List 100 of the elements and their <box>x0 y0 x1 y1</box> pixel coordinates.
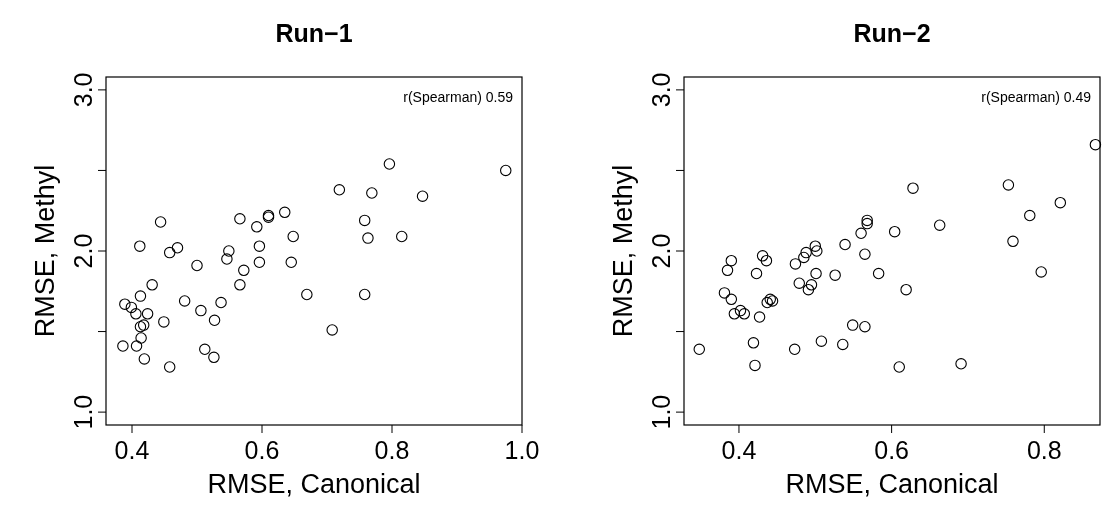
chart-title: Run−1 <box>275 19 353 47</box>
x-tick-label: 0.4 <box>721 436 757 464</box>
point <box>846 319 859 331</box>
point <box>693 343 706 356</box>
x-tick-label: 1.0 <box>504 436 540 464</box>
point <box>1035 266 1047 278</box>
point <box>134 290 147 302</box>
y-tick-label: 2.0 <box>647 233 675 269</box>
point <box>117 340 129 352</box>
point <box>750 267 763 280</box>
point <box>158 316 170 328</box>
point <box>829 269 841 281</box>
point <box>721 264 734 277</box>
y-axis-title: RMSE, Methyl <box>608 164 638 338</box>
point <box>839 238 851 251</box>
x-tick-label: 0.6 <box>244 436 280 464</box>
y-tick-label: 2.0 <box>69 233 97 269</box>
chart-title: Run−2 <box>853 19 931 47</box>
point <box>789 258 802 270</box>
x-tick-label: 0.4 <box>114 436 150 464</box>
point <box>805 279 818 291</box>
x-tick-label: 0.6 <box>874 436 909 464</box>
point <box>815 335 828 347</box>
point <box>907 182 919 194</box>
point <box>253 256 266 269</box>
point <box>125 301 138 314</box>
x-axis-title: RMSE, Canonical <box>785 469 999 499</box>
point <box>163 361 176 373</box>
point <box>756 250 769 262</box>
point <box>171 242 184 254</box>
point <box>141 308 154 320</box>
point <box>788 343 801 356</box>
point <box>251 221 263 233</box>
point <box>195 304 207 317</box>
point <box>837 338 849 351</box>
point <box>734 304 747 317</box>
x-tick-label: 0.8 <box>1026 436 1062 464</box>
point <box>234 279 246 291</box>
point <box>191 259 203 272</box>
point <box>163 246 176 259</box>
point <box>326 324 338 336</box>
point <box>134 240 146 252</box>
point <box>500 164 512 177</box>
point <box>146 279 158 291</box>
point <box>900 283 912 296</box>
point <box>119 298 131 310</box>
point <box>859 320 871 333</box>
point <box>872 267 885 280</box>
point <box>253 240 266 252</box>
point <box>130 340 143 352</box>
point <box>287 230 299 243</box>
point <box>800 246 812 259</box>
point <box>138 353 151 365</box>
point <box>793 277 806 289</box>
y-tick-label: 3.0 <box>647 72 675 108</box>
point <box>178 295 191 307</box>
point <box>718 287 731 299</box>
point <box>208 314 221 327</box>
point <box>362 232 374 244</box>
point <box>933 219 946 231</box>
point <box>728 308 741 320</box>
point <box>725 293 738 306</box>
point <box>738 308 751 320</box>
point <box>810 267 822 280</box>
point <box>366 187 378 199</box>
point <box>358 288 371 301</box>
point <box>747 337 760 349</box>
point <box>753 311 766 323</box>
point <box>383 158 396 170</box>
point <box>358 214 371 227</box>
point <box>1007 235 1019 248</box>
point <box>893 361 905 373</box>
point <box>1024 209 1036 222</box>
point <box>855 227 867 240</box>
x-axis-title: RMSE, Canonical <box>207 469 421 499</box>
point <box>301 288 313 301</box>
point <box>223 245 235 257</box>
point <box>285 256 297 269</box>
y-tick-label: 1.0 <box>647 394 675 430</box>
point <box>333 184 346 196</box>
point <box>135 332 147 344</box>
point <box>199 343 211 356</box>
point <box>130 308 142 320</box>
y-tick-label: 3.0 <box>69 72 97 108</box>
point <box>888 225 901 238</box>
point <box>809 240 822 252</box>
point <box>416 190 429 202</box>
point <box>802 283 815 296</box>
point <box>725 254 738 267</box>
point <box>955 358 967 370</box>
point <box>279 206 291 219</box>
point <box>215 296 227 309</box>
point <box>859 248 871 260</box>
point <box>798 251 810 264</box>
point <box>1054 196 1067 209</box>
point <box>238 264 250 277</box>
annotation: r(Spearman) 0.49 <box>981 89 1092 105</box>
y-axis-title: RMSE, Methyl <box>30 164 60 338</box>
point <box>154 216 167 228</box>
point <box>760 254 773 267</box>
